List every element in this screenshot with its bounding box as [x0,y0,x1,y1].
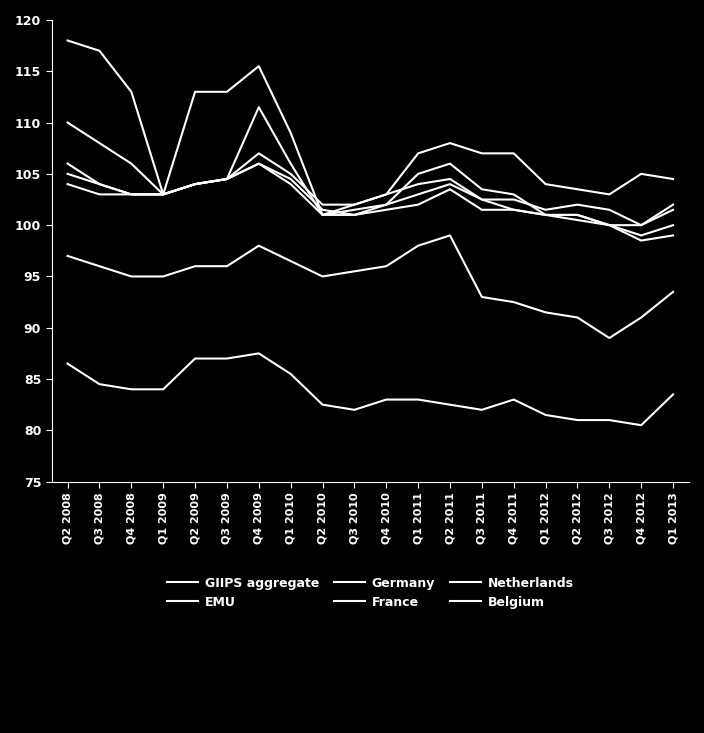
Legend: GIIPS aggregate, EMU, Germany, France, Netherlands, Belgium: GIIPS aggregate, EMU, Germany, France, N… [162,572,579,614]
